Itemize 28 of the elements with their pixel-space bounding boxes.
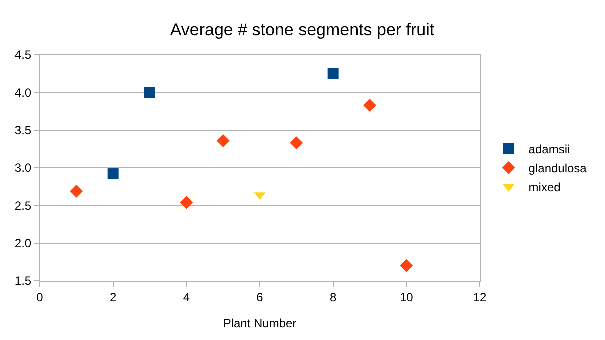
- point: [144, 87, 156, 98]
- chart-title: Average # stone segments per fruit: [170, 20, 435, 40]
- y-tick-label: 3.0: [14, 161, 32, 176]
- x-tick-label: 10: [400, 290, 414, 304]
- point: [70, 184, 84, 198]
- point: [364, 98, 376, 112]
- x-tick-label: 12: [473, 290, 487, 304]
- y-tick-label: 4.0: [14, 86, 32, 100]
- legend-label: mixed: [528, 180, 561, 195]
- x-tick-label: 4: [183, 290, 190, 304]
- x-tick-label: 0: [36, 290, 44, 304]
- x-tick-label: 6: [256, 290, 264, 304]
- y-tick-label: 4.5: [14, 48, 32, 62]
- point: [216, 134, 230, 148]
- y-tick-label: 2.0: [14, 236, 32, 251]
- x-tick-label: 8: [330, 290, 337, 304]
- y-tick-label: 1.5: [14, 274, 32, 288]
- legend-label: glandulosa: [528, 162, 588, 176]
- x-tick-label: 2: [110, 290, 117, 304]
- point: [328, 68, 339, 80]
- point: [180, 196, 194, 210]
- x-axis-title: Plant Number: [223, 316, 297, 330]
- legend-label: adamsii: [528, 142, 570, 157]
- y-tick-label: 3.5: [14, 124, 32, 138]
- point: [400, 259, 414, 272]
- point: [108, 168, 119, 180]
- point: [290, 136, 304, 150]
- y-tick-label: 2.5: [14, 198, 32, 213]
